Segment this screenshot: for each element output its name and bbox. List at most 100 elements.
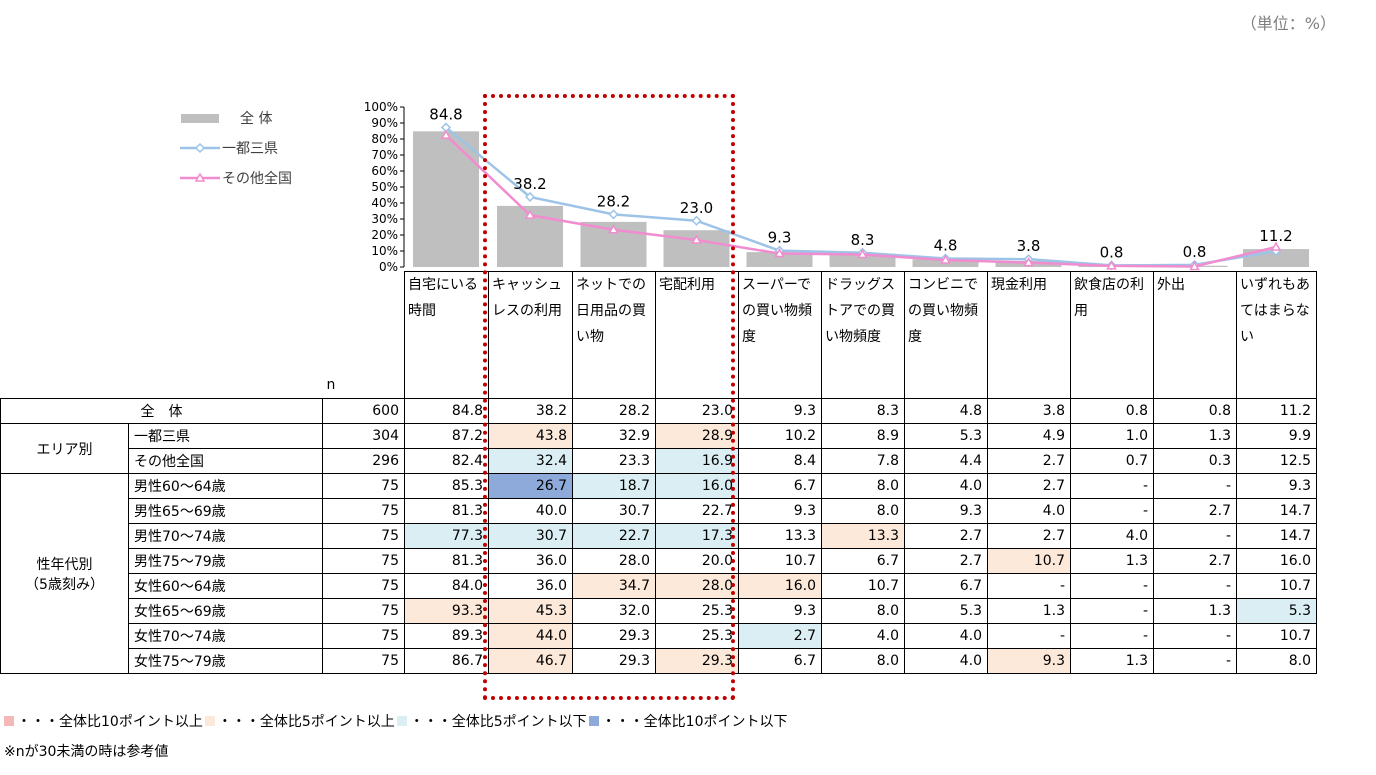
cell-value: 4.4 [904,448,988,474]
cell-value: 26.7 [488,473,573,499]
footnote: ※nが30未満の時は参考値 [4,744,169,760]
cell-value: 17.3 [655,523,739,549]
legend-label: 全 体 [240,110,272,127]
y-tick-label: 60% [371,164,398,178]
cell-value: 36.0 [488,548,573,574]
unit-label: （単位：%） [1240,14,1336,33]
cell-value: 32.9 [572,423,656,449]
line1-point [608,209,619,220]
table-row: その他全国 296 82.4 32.4 23.3 16.9 8.4 7.8 4.4 2.7 0.7 0… [1,448,1317,474]
cell-value: 81.3 [404,498,489,524]
cell-value: 28.9 [655,423,739,449]
cell-value: 43.8 [488,423,573,449]
shading-legend-item: ・・・全体比5ポイント以上 [204,711,395,731]
cell-value: 4.0 [904,623,988,649]
cell-value: 2.7 [738,623,822,649]
cell-value: 1.3 [1153,598,1237,624]
cell-value: 2.7 [904,523,988,549]
n-value: 296 [322,448,405,474]
table-row: 女性60～64歳 75 84.0 36.0 34.7 28.0 16.0 10.7 6.7- - -… [1,573,1317,599]
cell-value: 7.8 [821,448,905,474]
line1-point [524,191,536,202]
cell-value: 30.7 [572,498,656,524]
col-header-10: 外出 [1153,271,1237,399]
n-value: 75 [322,473,405,499]
data-table: n 自宅にいる時間 キャッシュレスの利用 ネットでの日用品の買い物 宅配利用 スーパーでの… [0,271,1317,674]
cell-value: 4.0 [904,648,988,674]
cell-value: 87.2 [404,423,489,449]
group-label-area: エリア別 [0,423,129,474]
line2-point [1189,261,1200,271]
cell-value: 2.7 [1153,548,1237,574]
header-blank [1,272,323,399]
cell-value: 8.0 [1236,648,1317,674]
shading-legend-item: ・・・全体比5ポイント以下 [396,711,587,731]
row-label: 女性75～79歳 [128,648,323,674]
cell-value: 4.0 [821,623,905,649]
cell-value: 6.7 [738,473,822,499]
cell-value: 77.3 [404,523,489,549]
cell-value: 23.0 [655,398,739,424]
cell-value: 14.7 [1236,498,1317,524]
cell-value: 8.4 [738,448,822,474]
table-row: 全 体 600 84.8 38.2 28.2 23.0 9.3 8.3 4.8 3.8 0.8 0.8… [0,398,1317,424]
n-header: n [322,271,405,399]
row-label: 男性65～69歳 [128,498,323,524]
cell-value: 14.7 [1236,523,1317,549]
data-labels: 84.8 38.2 28.2 23.0 9.3 8.3 4.8 3.8 0.8 0.8 11.2 [429,105,1292,261]
col-header-6: ドラッグストアでの買い物頻度 [821,271,905,399]
cell-value: 2.7 [987,523,1071,549]
header-row: n 自宅にいる時間 キャッシュレスの利用 ネットでの日用品の買い物 宅配利用 スーパーでの… [1,271,1317,399]
line2-point [691,234,702,244]
cell-value: 8.9 [821,423,905,449]
cell-value: 8.0 [821,498,905,524]
cell-value: 5.3 [904,598,988,624]
cell-value: 1.0 [1070,423,1154,449]
cell-value: 8.0 [821,473,905,499]
cell-value: 11.2 [1236,398,1317,424]
cell-value: 13.3 [821,523,905,549]
data-label: 28.2 [597,192,630,210]
cell-value: 9.3 [738,398,822,424]
bar-6 [829,253,896,267]
cell-value: 46.7 [488,648,573,674]
n-value: 75 [322,573,405,599]
cell-value: 40.0 [488,498,573,524]
row-label: 女性70～74歳 [128,623,323,649]
row-label: 一都三県 [128,423,323,449]
bar-5 [746,252,813,267]
col-header-1: 自宅にいる時間 [404,271,489,399]
shading-legend-item: ・・・全体比10ポイント以上 [4,711,203,731]
row-label-total: 全 体 [0,398,323,424]
cell-value: 9.3 [987,648,1071,674]
data-label: 3.8 [1017,237,1041,255]
row-label: 男性70～74歳 [128,523,323,549]
col-header-9: 飲食店の利用 [1070,271,1154,399]
cell-value: - [1153,573,1237,599]
cell-value: 10.7 [1236,573,1317,599]
y-tick-label: 90% [371,116,398,130]
line1-point [691,215,702,226]
cell-value: - [1153,648,1237,674]
cell-value: 0.3 [1153,448,1237,474]
cell-value: 22.7 [572,523,656,549]
cell-value: - [1070,623,1154,649]
cell-value: 4.0 [904,473,988,499]
data-label: 0.8 [1100,243,1124,261]
cell-value: 10.7 [821,573,905,599]
row-label: 女性65～69歳 [128,598,323,624]
cell-value: - [1070,598,1154,624]
table-row: 女性75～79歳 75 86.7 46.7 29.3 29.3 6.7 8.0 4.0 9.3 1.… [1,648,1317,674]
col-header-7: コンビニでの買い物頻度 [904,271,988,399]
cell-value: 4.0 [1070,523,1154,549]
shading-legend-label: ・・・全体比10ポイント以下 [601,714,788,730]
legend-swatch-total [181,114,219,123]
cell-value: 25.3 [655,623,739,649]
cell-value: 38.2 [488,398,573,424]
cell-value: 45.3 [488,598,573,624]
cell-value: 9.3 [904,498,988,524]
legend-triangle-icon [194,172,206,182]
cell-value: - [987,623,1071,649]
